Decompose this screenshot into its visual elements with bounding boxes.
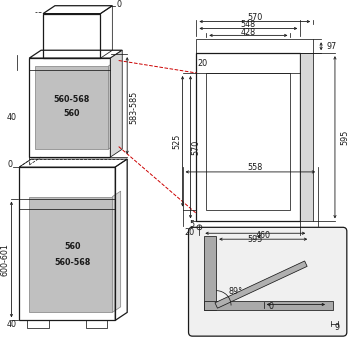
Text: 560: 560 xyxy=(64,242,81,251)
Text: 40: 40 xyxy=(6,113,16,122)
Text: 20: 20 xyxy=(184,228,195,237)
Bar xyxy=(196,53,300,222)
Bar xyxy=(86,320,107,328)
Bar xyxy=(19,167,115,320)
Bar xyxy=(206,73,290,210)
Text: 5: 5 xyxy=(189,220,195,229)
Text: 428: 428 xyxy=(241,28,256,37)
Text: 97: 97 xyxy=(326,42,336,51)
Text: 595: 595 xyxy=(247,235,262,244)
Text: 20: 20 xyxy=(197,58,208,68)
Bar xyxy=(204,301,333,310)
Text: 0: 0 xyxy=(116,0,121,9)
Text: 560: 560 xyxy=(64,109,80,118)
Bar xyxy=(300,53,313,222)
Text: 460: 460 xyxy=(255,231,270,240)
Text: 9: 9 xyxy=(334,323,340,332)
Text: 40: 40 xyxy=(6,320,16,329)
Polygon shape xyxy=(35,66,108,149)
Bar xyxy=(27,320,49,328)
Text: 0: 0 xyxy=(8,161,13,169)
Polygon shape xyxy=(110,50,122,157)
Bar xyxy=(196,39,313,53)
Text: 560-568: 560-568 xyxy=(54,95,90,104)
FancyBboxPatch shape xyxy=(189,227,347,336)
Text: 600-601: 600-601 xyxy=(0,243,9,276)
Text: 570: 570 xyxy=(247,13,262,22)
Bar xyxy=(29,58,110,157)
Text: 595: 595 xyxy=(340,130,349,145)
Text: 0: 0 xyxy=(268,302,273,311)
Text: 525: 525 xyxy=(172,134,181,149)
Polygon shape xyxy=(29,197,112,313)
Polygon shape xyxy=(108,61,117,149)
Text: 548: 548 xyxy=(241,20,256,29)
Bar xyxy=(204,236,216,310)
Polygon shape xyxy=(112,191,121,313)
Text: 558: 558 xyxy=(247,163,262,173)
Text: 89°: 89° xyxy=(229,287,243,296)
Text: 583-585: 583-585 xyxy=(130,91,139,124)
Polygon shape xyxy=(215,261,307,308)
Bar xyxy=(43,14,100,58)
Text: 570: 570 xyxy=(191,140,200,155)
Text: 560-568: 560-568 xyxy=(55,258,91,267)
